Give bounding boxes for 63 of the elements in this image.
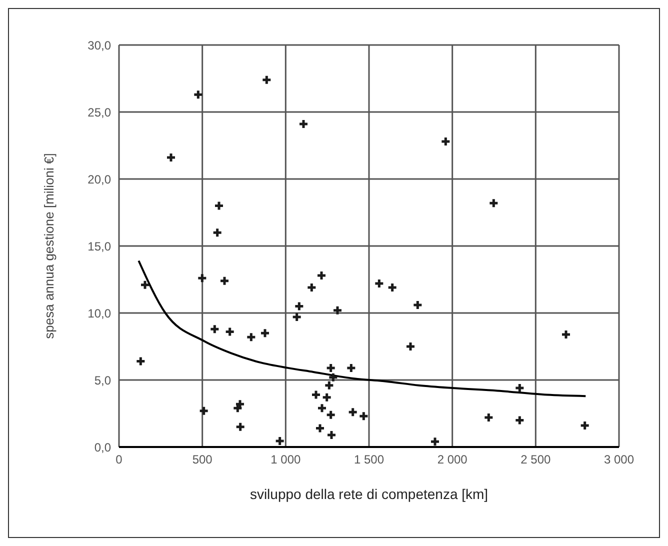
point: [440, 136, 451, 147]
point: [214, 200, 224, 212]
point: [212, 227, 223, 238]
point: [560, 329, 572, 340]
point: [358, 410, 369, 422]
y-tick-label: 0,0: [94, 440, 112, 454]
point: [483, 412, 494, 423]
x-tick-label: 2 000: [437, 452, 468, 467]
point: [314, 422, 326, 434]
point: [580, 420, 590, 431]
point: [488, 198, 499, 208]
point: [326, 430, 337, 440]
x-tick-label: 2 500: [520, 452, 552, 467]
point: [346, 362, 356, 374]
point: [261, 74, 272, 86]
y-tick-label: 5,0: [94, 373, 112, 388]
point: [514, 382, 525, 394]
x-tick-label: 3 000: [604, 452, 634, 467]
point: [196, 272, 208, 284]
point: [224, 326, 236, 338]
x-tick-label: 500: [192, 452, 213, 467]
point: [332, 305, 343, 316]
x-axis-title: sviluppo della rete di competenza [km]: [250, 486, 488, 502]
x-tick-label: 0: [116, 452, 123, 467]
y-tick-label: 30,0: [88, 38, 112, 52]
point: [316, 402, 328, 414]
point: [316, 270, 327, 281]
point: [412, 300, 423, 310]
point: [326, 410, 336, 420]
point: [166, 152, 176, 163]
point: [306, 282, 317, 293]
point: [192, 89, 204, 100]
point: [209, 324, 220, 334]
point: [430, 436, 440, 447]
point: [326, 362, 336, 374]
point: [348, 406, 358, 418]
point: [387, 282, 398, 293]
y-axis-title: spesa annua gestione [milioni €]: [42, 153, 57, 339]
y-tick-label: 25,0: [88, 105, 112, 120]
point: [374, 278, 384, 289]
point: [274, 436, 286, 446]
point: [140, 280, 150, 290]
point: [294, 301, 304, 312]
point: [405, 341, 416, 352]
point: [324, 380, 334, 391]
y-tick-label: 15,0: [88, 239, 112, 254]
point: [292, 312, 302, 322]
point: [135, 356, 146, 366]
x-tick-label: 1 500: [354, 452, 384, 467]
point: [298, 118, 309, 130]
point: [198, 406, 210, 416]
point: [246, 332, 256, 342]
point: [260, 328, 270, 338]
x-tick-label: 1 000: [270, 452, 302, 467]
point: [328, 372, 338, 383]
point: [310, 389, 322, 400]
y-tick-label: 20,0: [88, 172, 112, 186]
point: [514, 414, 525, 426]
point: [322, 392, 332, 403]
point: [235, 422, 246, 432]
line-series: [138, 260, 587, 398]
point: [219, 276, 230, 286]
y-tick-label: 10,0: [88, 306, 112, 320]
